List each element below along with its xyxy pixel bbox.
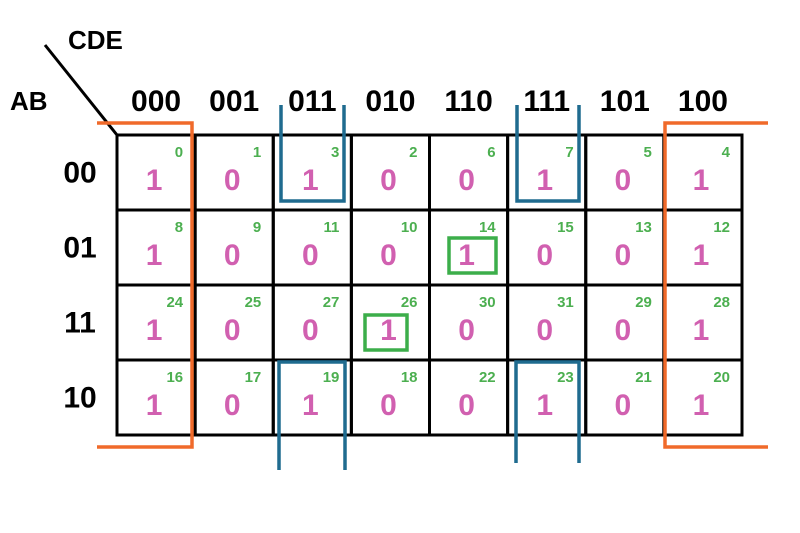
minterm-index: 19	[323, 369, 340, 386]
column-header: 011	[288, 85, 336, 118]
minterm-index: 26	[401, 294, 418, 311]
row-header: 10	[63, 381, 96, 414]
cell-value: 0	[224, 164, 241, 197]
cell-value: 0	[380, 239, 397, 272]
cell-value: 1	[536, 389, 553, 422]
minterm-index: 30	[479, 294, 496, 311]
minterm-index: 18	[401, 369, 418, 386]
cell-value: 1	[458, 239, 475, 272]
minterm-index: 5	[644, 144, 652, 161]
column-header: 100	[678, 85, 728, 118]
minterm-index: 23	[557, 369, 574, 386]
row-header: 00	[63, 156, 96, 189]
minterm-index: 20	[713, 369, 730, 386]
groupings	[97, 105, 768, 470]
columns-variable: CDE	[68, 25, 123, 55]
minterm-index: 14	[479, 219, 496, 236]
minterm-index: 4	[722, 144, 731, 161]
group-bracket	[515, 105, 581, 203]
cell-value: 1	[146, 239, 163, 272]
cell-value: 0	[224, 239, 241, 272]
minterm-index: 0	[175, 144, 183, 161]
minterm-index: 3	[331, 144, 339, 161]
group-bracket	[663, 121, 768, 449]
group-bracket	[279, 105, 346, 203]
minterm-index: 10	[401, 219, 418, 236]
cell-value: 0	[224, 389, 241, 422]
column-header: 000	[131, 85, 181, 118]
row-header: 11	[64, 306, 96, 339]
minterm-index: 7	[565, 144, 573, 161]
grid: 0110312060715041819011010014115013012124…	[115, 133, 744, 437]
minterm-index: 12	[713, 219, 730, 236]
minterm-index: 24	[166, 294, 183, 311]
minterm-index: 16	[166, 369, 183, 386]
cell-value: 0	[302, 314, 319, 347]
column-header: 111	[523, 85, 570, 118]
cell-value: 0	[536, 239, 553, 272]
group-bracket	[277, 360, 347, 470]
cell-value: 1	[146, 314, 163, 347]
minterm-index: 29	[635, 294, 652, 311]
cell-value: 0	[614, 389, 631, 422]
cell-value: 1	[380, 314, 397, 347]
group-box	[363, 313, 409, 352]
minterm-index: 27	[323, 294, 340, 311]
minterm-index: 9	[253, 219, 261, 236]
cell-value: 1	[693, 164, 710, 197]
cell-value: 0	[302, 239, 319, 272]
minterm-index: 2	[409, 144, 417, 161]
minterm-index: 17	[245, 369, 262, 386]
cell-value: 0	[458, 164, 475, 197]
column-header: 001	[209, 85, 259, 118]
column-header: 110	[444, 85, 492, 118]
cell-value: 0	[458, 389, 475, 422]
cell-value: 1	[302, 389, 319, 422]
cell-value: 0	[224, 314, 241, 347]
group-bracket	[514, 360, 581, 463]
group-box	[447, 236, 498, 275]
cell-value: 1	[146, 164, 163, 197]
cell-value: 1	[693, 389, 710, 422]
cell-value: 0	[614, 314, 631, 347]
cell-value: 1	[146, 389, 163, 422]
column-header: 101	[600, 85, 650, 118]
row-header: 01	[63, 231, 96, 264]
minterm-index: 28	[713, 294, 730, 311]
cell-value: 1	[302, 164, 319, 197]
minterm-index: 21	[635, 369, 652, 386]
minterm-index: 6	[487, 144, 495, 161]
corner-diagonal	[43, 44, 119, 136]
cell-value: 0	[380, 164, 397, 197]
group-bracket	[97, 121, 194, 449]
minterm-index: 11	[324, 219, 340, 236]
minterm-index: 25	[245, 294, 262, 311]
cell-value: 1	[536, 164, 553, 197]
minterm-index: 15	[557, 219, 574, 236]
minterm-index: 1	[253, 144, 261, 161]
minterm-index: 13	[635, 219, 652, 236]
cell-value: 1	[693, 314, 710, 347]
cell-value: 0	[536, 314, 553, 347]
column-header: 010	[365, 85, 415, 118]
cell-value: 0	[458, 314, 475, 347]
minterm-index: 31	[557, 294, 574, 311]
cell-value: 0	[380, 389, 397, 422]
cell-value: 1	[693, 239, 710, 272]
minterm-index: 22	[479, 369, 496, 386]
rows-variable: AB	[10, 86, 48, 116]
minterm-index: 8	[175, 219, 183, 236]
cell-value: 0	[614, 164, 631, 197]
cell-value: 0	[614, 239, 631, 272]
